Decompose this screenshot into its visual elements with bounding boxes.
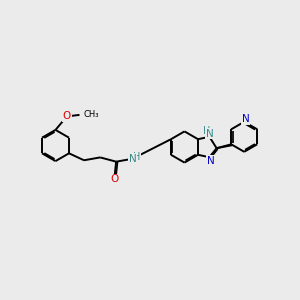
Text: O: O	[63, 111, 71, 122]
Text: N: N	[242, 114, 249, 124]
Text: N: N	[206, 129, 213, 139]
Text: N: N	[207, 156, 214, 166]
Text: N: N	[128, 154, 136, 164]
Text: H: H	[133, 152, 140, 162]
Text: O: O	[110, 174, 119, 184]
Text: CH₃: CH₃	[83, 110, 99, 119]
Text: H: H	[203, 126, 211, 136]
